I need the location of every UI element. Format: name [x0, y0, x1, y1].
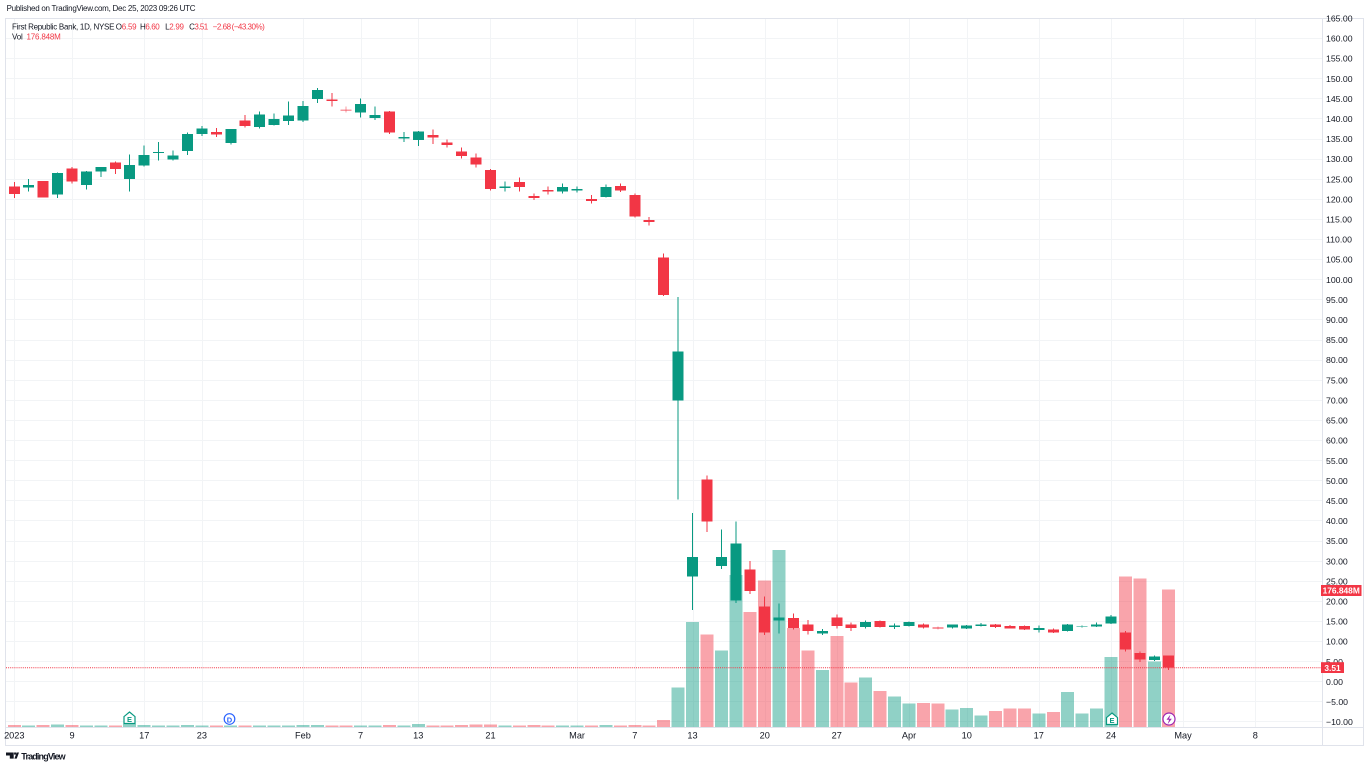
- svg-text:70.00: 70.00: [1326, 396, 1348, 406]
- svg-text:E: E: [1109, 716, 1114, 725]
- svg-text:(−43.30%): (−43.30%): [232, 23, 265, 32]
- svg-text:10.00: 10.00: [1326, 637, 1348, 647]
- svg-text:30.00: 30.00: [1326, 556, 1348, 566]
- svg-text:Apr: Apr: [902, 731, 916, 741]
- svg-text:9: 9: [69, 731, 74, 741]
- svg-text:125.00: 125.00: [1326, 174, 1353, 184]
- svg-text:7: 7: [358, 731, 363, 741]
- svg-text:Feb: Feb: [295, 731, 311, 741]
- svg-text:100.00: 100.00: [1326, 275, 1353, 285]
- svg-text:0.00: 0.00: [1326, 677, 1343, 687]
- svg-text:H6.60: H6.60: [140, 23, 160, 32]
- svg-text:80.00: 80.00: [1326, 355, 1348, 365]
- svg-text:90.00: 90.00: [1326, 315, 1348, 325]
- svg-text:10: 10: [962, 731, 972, 741]
- svg-text:21: 21: [485, 731, 495, 741]
- svg-text:176.848M: 176.848M: [1323, 586, 1360, 596]
- svg-text:7: 7: [632, 731, 637, 741]
- svg-text:65.00: 65.00: [1326, 416, 1348, 426]
- svg-text:24: 24: [1106, 731, 1116, 741]
- svg-text:35.00: 35.00: [1326, 536, 1348, 546]
- svg-text:105.00: 105.00: [1326, 255, 1353, 265]
- svg-text:145.00: 145.00: [1326, 94, 1353, 104]
- svg-text:13: 13: [687, 731, 697, 741]
- svg-text:−5.00: −5.00: [1326, 697, 1348, 707]
- svg-text:60.00: 60.00: [1326, 436, 1348, 446]
- svg-text:Mar: Mar: [569, 731, 585, 741]
- svg-text:Vol 176.848M: Vol 176.848M: [12, 33, 61, 42]
- svg-text:25.00: 25.00: [1326, 576, 1348, 586]
- svg-text:20.00: 20.00: [1326, 597, 1348, 607]
- svg-text:15.00: 15.00: [1326, 617, 1348, 627]
- svg-text:E: E: [127, 715, 132, 724]
- svg-text:40.00: 40.00: [1326, 516, 1348, 526]
- svg-text:160.00: 160.00: [1326, 34, 1353, 44]
- svg-text:165.00: 165.00: [1326, 14, 1353, 24]
- svg-text:85.00: 85.00: [1326, 335, 1348, 345]
- svg-text:8: 8: [1253, 731, 1258, 741]
- svg-text:115.00: 115.00: [1326, 215, 1352, 225]
- svg-text:TradingView: TradingView: [21, 751, 66, 761]
- svg-text:D: D: [227, 715, 233, 724]
- svg-text:C3.51: C3.51: [189, 23, 209, 32]
- svg-text:−2.68: −2.68: [213, 23, 232, 32]
- svg-text:120.00: 120.00: [1326, 194, 1353, 204]
- svg-text:O6.59: O6.59: [116, 23, 137, 32]
- svg-text:130.00: 130.00: [1326, 154, 1353, 164]
- svg-text:Published on TradingView.com,: Published on TradingView.com, Dec 25, 20…: [7, 4, 196, 13]
- svg-text:5.00: 5.00: [1326, 657, 1343, 667]
- svg-text:May: May: [1174, 731, 1192, 741]
- svg-text:27: 27: [832, 731, 842, 741]
- svg-text:95.00: 95.00: [1326, 295, 1348, 305]
- svg-text:140.00: 140.00: [1326, 114, 1353, 124]
- svg-text:13: 13: [413, 731, 423, 741]
- svg-text:17: 17: [139, 731, 149, 741]
- svg-text:17: 17: [1034, 731, 1044, 741]
- svg-text:45.00: 45.00: [1326, 496, 1348, 506]
- svg-text:150.00: 150.00: [1326, 74, 1353, 84]
- svg-text:20: 20: [760, 731, 770, 741]
- svg-text:50.00: 50.00: [1326, 476, 1348, 486]
- svg-text:−10.00: −10.00: [1326, 717, 1353, 727]
- svg-text:2023: 2023: [4, 731, 24, 741]
- svg-text:3.51: 3.51: [1324, 663, 1341, 673]
- svg-text:23: 23: [197, 731, 207, 741]
- svg-text:110.00: 110.00: [1326, 235, 1352, 245]
- svg-text:L2.99: L2.99: [165, 23, 184, 32]
- svg-text:155.00: 155.00: [1326, 54, 1353, 64]
- svg-text:First Republic Bank, 1D, NYSE: First Republic Bank, 1D, NYSE: [12, 23, 114, 32]
- svg-text:55.00: 55.00: [1326, 456, 1348, 466]
- svg-text:75.00: 75.00: [1326, 375, 1348, 385]
- svg-text:135.00: 135.00: [1326, 134, 1353, 144]
